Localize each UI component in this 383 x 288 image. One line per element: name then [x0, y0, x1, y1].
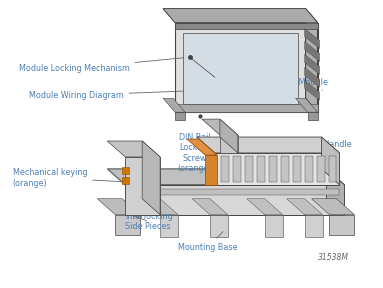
Polygon shape [304, 29, 319, 48]
Polygon shape [197, 137, 339, 153]
Polygon shape [122, 177, 129, 184]
Polygon shape [115, 215, 140, 234]
Polygon shape [329, 156, 337, 182]
Polygon shape [233, 156, 241, 182]
Text: DIN Rail
Locking
Screw
(orange): DIN Rail Locking Screw (orange) [178, 133, 212, 178]
Polygon shape [175, 104, 318, 112]
Text: Mounting Base: Mounting Base [178, 232, 238, 252]
Polygon shape [175, 112, 185, 120]
Text: Removable Terminal
Block (RTB): Removable Terminal Block (RTB) [255, 165, 337, 185]
Polygon shape [187, 139, 217, 155]
Polygon shape [321, 137, 339, 185]
Polygon shape [221, 156, 229, 182]
Polygon shape [257, 156, 265, 182]
Polygon shape [97, 199, 140, 215]
Polygon shape [183, 33, 298, 104]
Polygon shape [220, 119, 238, 153]
Polygon shape [245, 156, 253, 182]
Polygon shape [192, 199, 228, 215]
Polygon shape [215, 153, 339, 185]
Polygon shape [205, 155, 217, 185]
Polygon shape [175, 22, 318, 29]
Polygon shape [210, 215, 228, 236]
Polygon shape [125, 157, 160, 215]
Polygon shape [107, 141, 160, 157]
Polygon shape [265, 215, 283, 236]
Polygon shape [125, 185, 344, 215]
Polygon shape [304, 54, 319, 74]
Polygon shape [304, 156, 313, 182]
Polygon shape [122, 167, 129, 174]
Text: Insertable I/O Module: Insertable I/O Module [242, 78, 328, 90]
Polygon shape [247, 199, 283, 215]
Polygon shape [304, 41, 319, 61]
Polygon shape [220, 135, 238, 153]
Polygon shape [293, 156, 301, 182]
Polygon shape [130, 189, 339, 195]
Text: Interlocking
Side Pieces: Interlocking Side Pieces [125, 212, 173, 231]
Polygon shape [304, 80, 319, 100]
Polygon shape [286, 199, 322, 215]
Polygon shape [107, 169, 344, 185]
Polygon shape [327, 169, 344, 215]
Text: Module Locking Mechanism: Module Locking Mechanism [19, 58, 184, 73]
Text: Module Wiring Diagram: Module Wiring Diagram [29, 90, 202, 100]
Polygon shape [311, 199, 354, 215]
Polygon shape [142, 141, 160, 215]
Polygon shape [308, 112, 318, 120]
Polygon shape [304, 215, 322, 236]
Text: 31538M: 31538M [318, 253, 349, 262]
Polygon shape [160, 215, 178, 236]
Polygon shape [163, 98, 185, 112]
Polygon shape [304, 67, 319, 87]
Polygon shape [163, 9, 318, 22]
Polygon shape [281, 156, 289, 182]
Polygon shape [316, 156, 324, 182]
Text: RTB Removable Handle: RTB Removable Handle [232, 141, 351, 161]
Polygon shape [175, 22, 318, 112]
Polygon shape [296, 98, 318, 112]
Polygon shape [202, 119, 238, 135]
Polygon shape [306, 9, 318, 112]
Text: Mechanical keying
(orange): Mechanical keying (orange) [13, 168, 123, 187]
Polygon shape [142, 199, 178, 215]
Polygon shape [329, 215, 354, 234]
Polygon shape [269, 156, 277, 182]
Polygon shape [163, 9, 318, 22]
